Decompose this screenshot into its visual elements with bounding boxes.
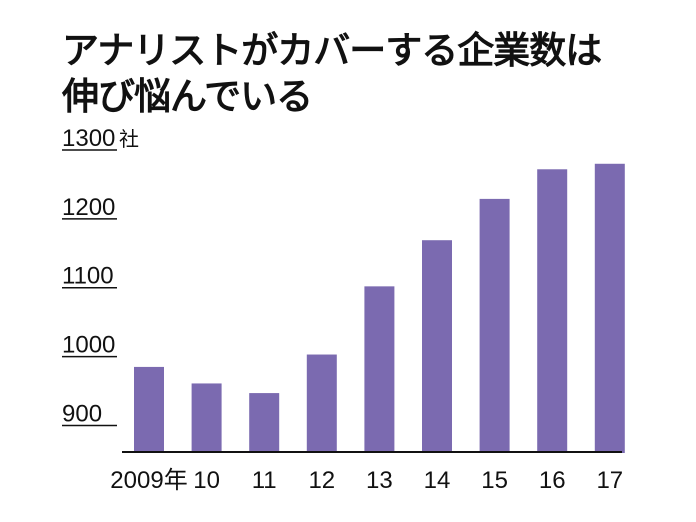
y-tick-label: 1300: [62, 125, 115, 152]
bar: [422, 240, 452, 453]
x-tick-label: 12: [308, 467, 335, 494]
x-tick-label: 10: [193, 467, 220, 494]
x-tick-label: 16: [539, 467, 566, 494]
x-tick-label: 13: [366, 467, 393, 494]
bar: [134, 366, 164, 453]
y-unit-label: 社: [119, 127, 139, 151]
x-tick-label: 11: [252, 467, 277, 494]
bars: [134, 163, 625, 454]
bar: [537, 169, 568, 454]
y-tick-label: 1200: [62, 194, 115, 221]
bar: [364, 286, 395, 453]
chart-title: アナリストがカバーする企業数は 伸び悩んでいる: [62, 28, 602, 120]
y-tick-label: 1100: [62, 263, 114, 290]
x-tick-label: 17: [596, 467, 623, 494]
x-tick-label: 2009年: [110, 467, 187, 494]
x-axis: 2009年 10 11 12 13 14 15 16 17: [110, 451, 623, 494]
chart-title-line-2: 伸び悩んでいる: [62, 75, 313, 118]
x-tick-label: 14: [424, 467, 451, 494]
bar: [191, 383, 222, 453]
bar: [479, 198, 510, 453]
y-tick-label: 900: [62, 400, 102, 427]
y-axis: 900 1000 1100 1200 1300 社: [62, 125, 139, 427]
bar: [594, 163, 625, 454]
bar: [306, 354, 337, 453]
x-tick-label: 15: [481, 467, 508, 494]
y-tick-label: 1000: [62, 332, 115, 359]
chart-title-line-1: アナリストがカバーする企業数は: [62, 29, 602, 72]
bar: [249, 393, 280, 453]
